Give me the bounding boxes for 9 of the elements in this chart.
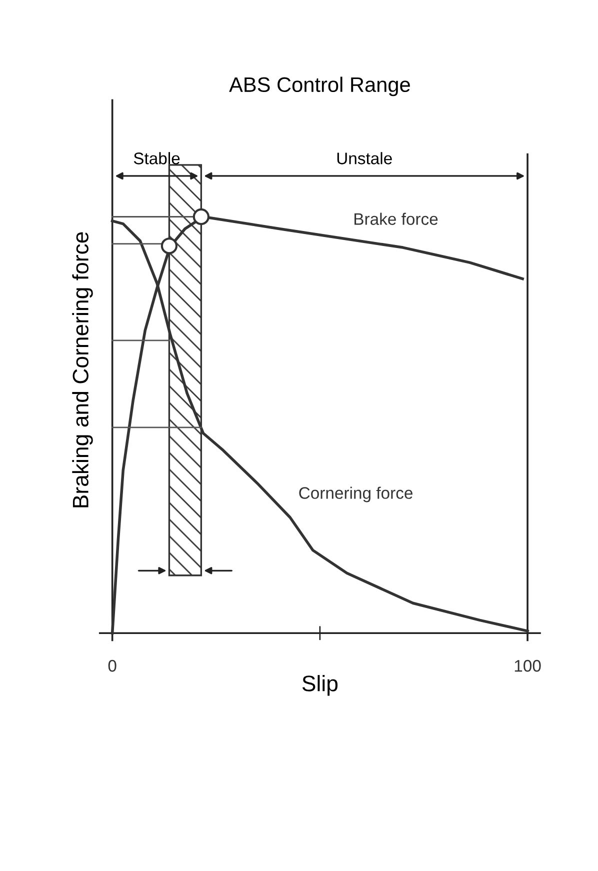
text: Stable — [134, 152, 180, 164]
text: Unstale — [337, 152, 392, 164]
x-tick-label: 100 — [514, 660, 541, 672]
y-axis-title: Braking and Cornering force — [72, 232, 93, 508]
series-label: Brake force — [354, 212, 438, 225]
chart-title: ABS Control Range — [229, 76, 410, 96]
series-label: Cornering force — [299, 486, 412, 502]
x-axis-title: Slip — [302, 675, 338, 696]
x-tick-label: 0 — [108, 660, 116, 672]
